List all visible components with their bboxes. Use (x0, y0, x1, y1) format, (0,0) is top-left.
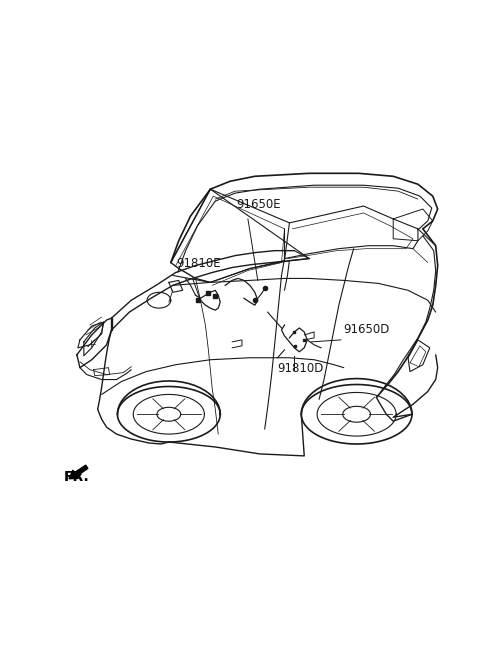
FancyArrow shape (69, 465, 88, 479)
Text: 91810D: 91810D (277, 362, 324, 375)
Text: 91650D: 91650D (343, 323, 389, 336)
Text: 91650E: 91650E (236, 198, 281, 211)
Text: FR.: FR. (64, 470, 90, 484)
Text: 91810E: 91810E (176, 257, 220, 271)
